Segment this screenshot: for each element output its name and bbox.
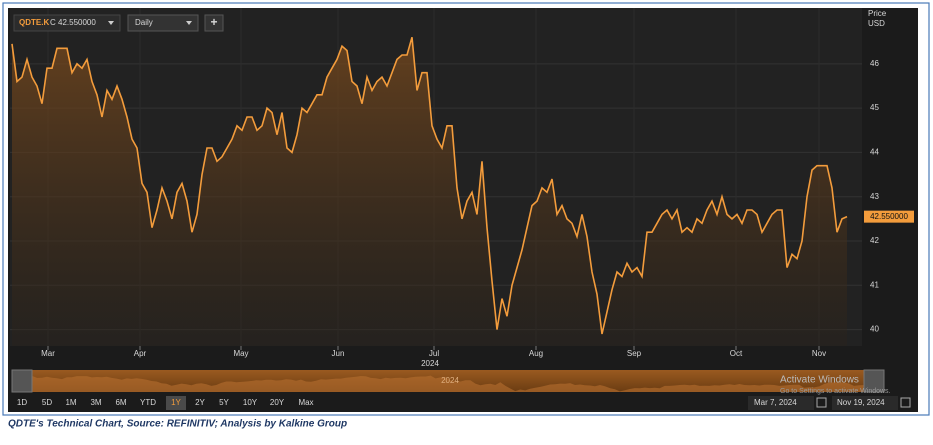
range-button[interactable] [37,396,57,410]
range-button[interactable] [296,396,316,410]
add-label: + [210,15,217,29]
symbol: QDTE.K [19,18,49,27]
range-button-label: 5D [42,398,52,407]
watermark-sub: Go to Settings to activate Windows. [780,388,891,395]
dropdown-arrow [186,21,192,25]
range-button-label: 3M [90,398,101,407]
year-label: 2024 [421,359,439,368]
y-tick-label: 43 [870,192,879,201]
calendar-icon[interactable] [816,397,827,408]
last-value-label: 42.550000 [870,212,908,221]
x-tick-label: Jul [429,349,439,358]
x-tick-label: Jun [332,349,345,358]
range-button[interactable] [61,396,81,410]
price-line [11,36,848,335]
range-button[interactable] [111,396,131,410]
range-button-label: 1Y [171,398,181,407]
calendar-icon[interactable] [900,397,911,408]
plot-layer: 40 41 42 43 44 45 46 Mar Apr May Jun Jul Aug Sep Oct No… [10,8,879,358]
x-tick-label: Sep [627,349,642,358]
x-tick-label: Apr [134,349,147,358]
range-button-label: 10Y [243,398,258,407]
x-tick-label: Mar [41,349,55,358]
range-button-label: 5Y [219,398,229,407]
y-axis-label: Price [868,9,887,18]
dropdown-arrow [108,21,114,25]
price-area [12,37,847,346]
y-tick-label: 46 [870,59,879,68]
last-value-box [864,210,914,223]
range-button-label: YTD [140,398,156,407]
range-button[interactable] [240,396,260,410]
end-date-box[interactable] [832,396,898,410]
y-axis-unit: USD [868,19,885,28]
range-button[interactable] [214,396,234,410]
end-date: Nov 19, 2024 [837,398,885,407]
x-tick-label: May [233,349,248,358]
x-tick-label: Aug [529,349,543,358]
add-button[interactable] [204,14,224,32]
range-button-label: 1M [65,398,76,407]
range-button[interactable] [138,396,158,410]
x-tick-label: Nov [812,349,826,358]
y-tick-label: 42 [870,236,879,245]
watermark: Activate Windows [780,375,859,386]
navigator-label: 2024 [441,376,459,385]
interval-box[interactable] [127,14,199,32]
start-date-box[interactable] [748,396,814,410]
range-button[interactable] [86,396,106,410]
range-button[interactable] [267,396,287,410]
range-button[interactable] [166,396,186,410]
y-tick-label: 45 [870,103,879,112]
y-tick-label: 44 [870,148,879,157]
range-button[interactable] [190,396,210,410]
navigator-area [32,375,864,392]
interval: Daily [135,18,153,27]
y-tick-label: 41 [870,280,879,289]
start-date: Mar 7, 2024 [754,398,797,407]
symbol-box[interactable] [13,14,121,32]
range-button-label: 2Y [195,398,205,407]
navigator-handle[interactable] [11,369,33,393]
range-button-label: 20Y [270,398,285,407]
range-button-label: 6M [115,398,126,407]
range-button[interactable] [12,396,32,410]
x-tick-label: Oct [730,349,743,358]
caption: QDTE's Technical Chart, Source: REFINITI… [8,419,347,430]
navigator-handle[interactable] [863,369,885,393]
range-button-label: 1D [17,398,27,407]
range-button-label: Max [298,398,313,407]
close-label: C 42.550000 [50,18,96,27]
y-tick-label: 40 [870,325,879,334]
